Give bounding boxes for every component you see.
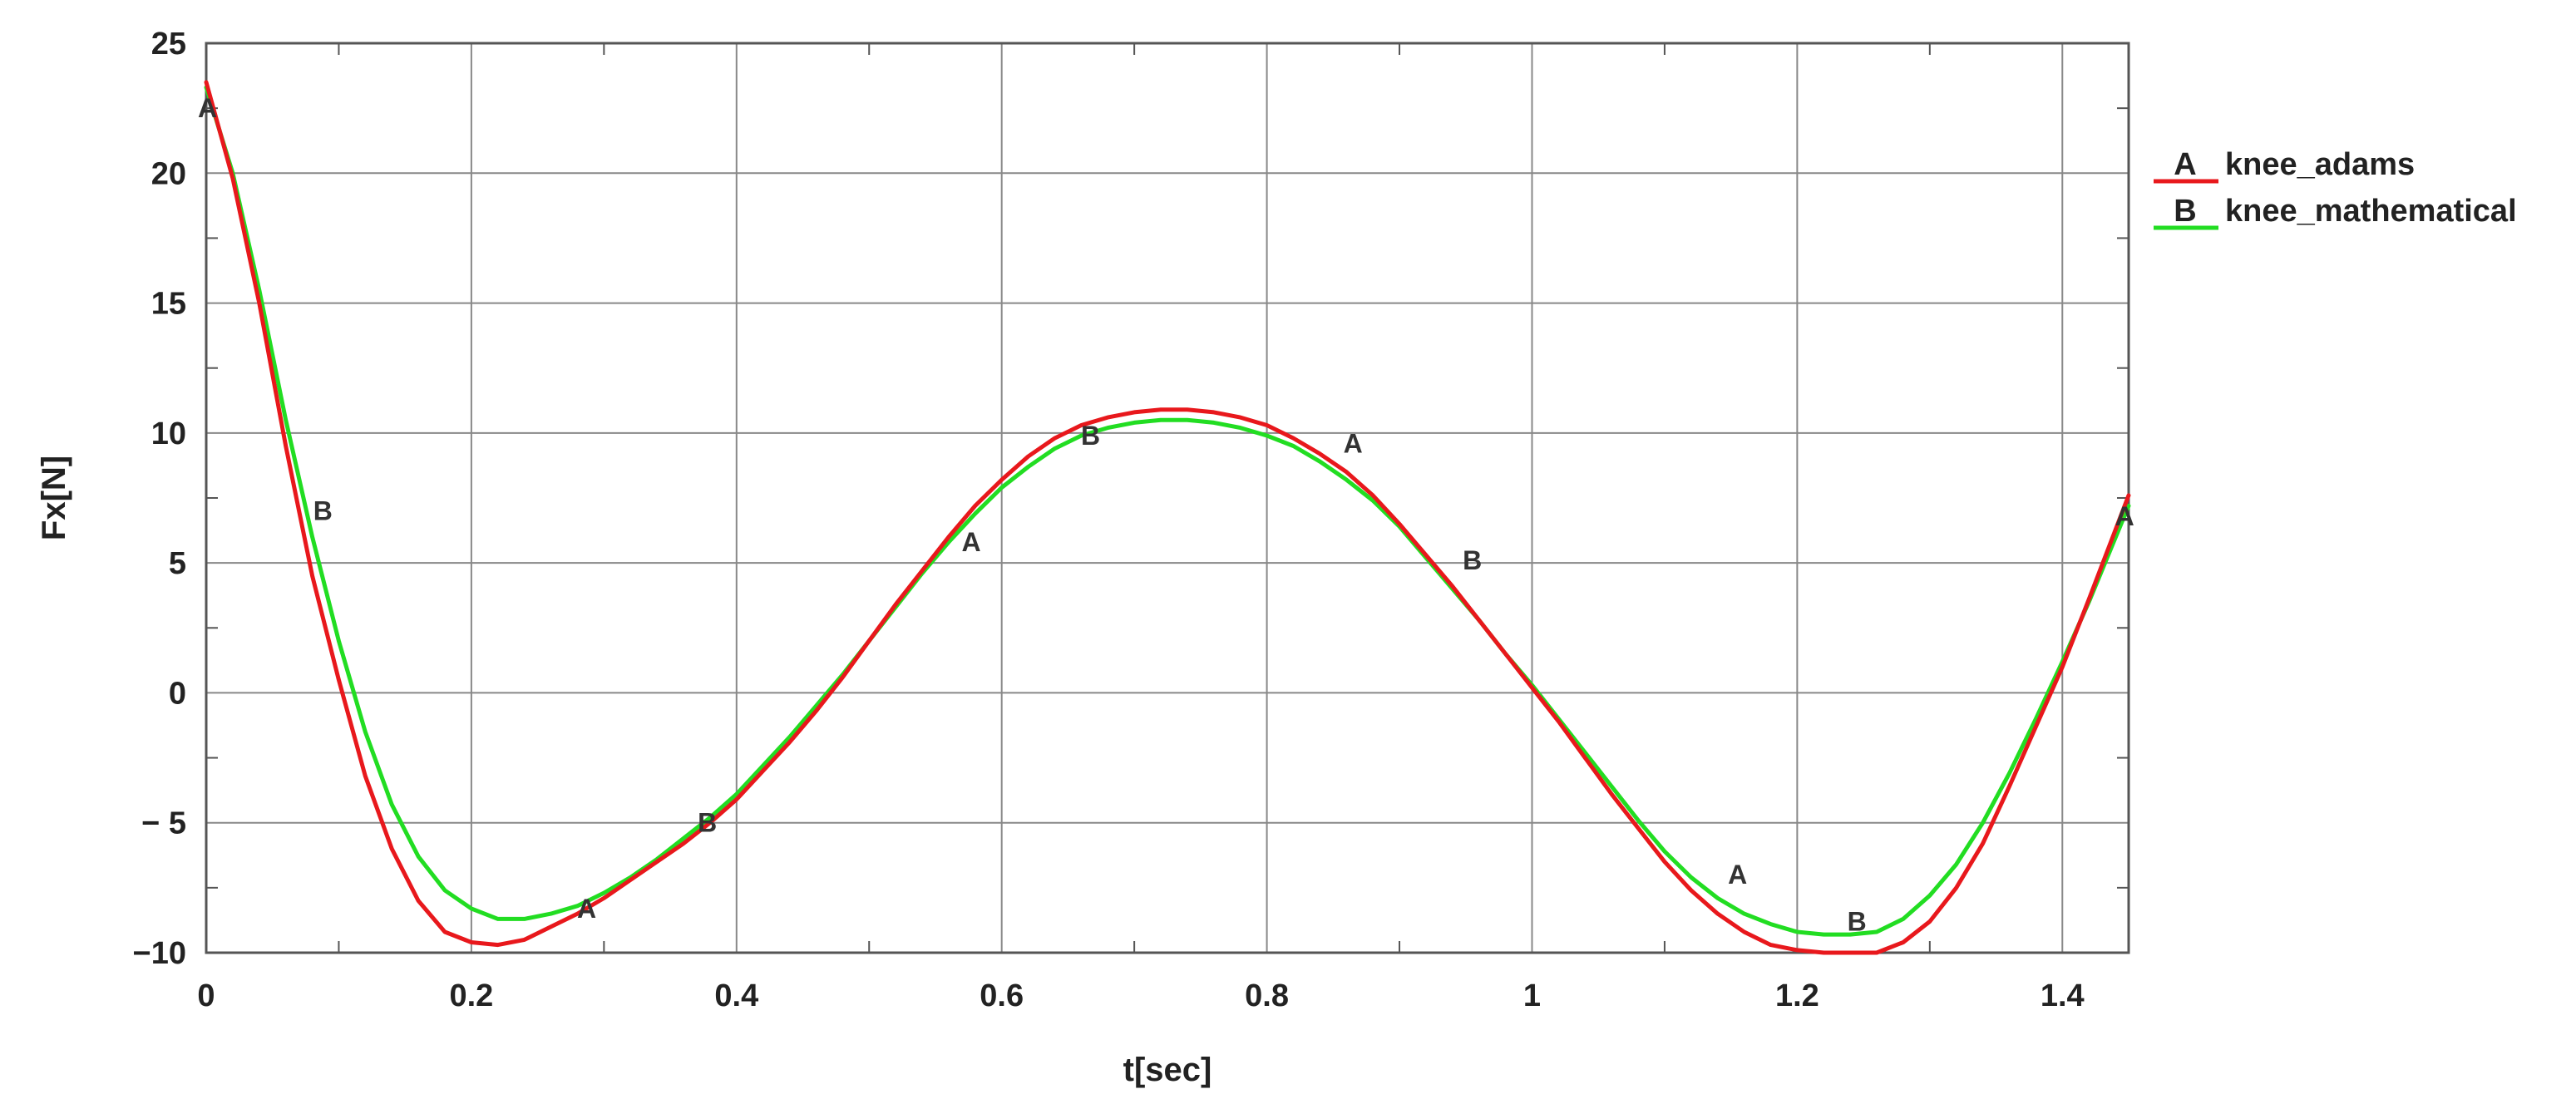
series-marker-label: A — [577, 894, 596, 924]
x-tick-label: 0.8 — [1245, 978, 1289, 1013]
series-marker-label: B — [1081, 421, 1100, 451]
series-line-knee_adams — [204, 80, 2131, 955]
legend-marker: A — [2174, 147, 2196, 182]
series-marker-label: B — [1463, 545, 1482, 575]
y-tick-label: 20 — [151, 156, 186, 191]
series-marker-label: B — [313, 496, 333, 526]
series-marker-label: A — [2115, 501, 2134, 531]
series-marker-label: B — [698, 808, 717, 838]
x-axis-title: t[sec] — [1123, 1052, 1212, 1088]
legend-label: knee_mathematical — [2225, 194, 2517, 229]
x-tick-label: 0 — [197, 978, 215, 1013]
x-tick-label: 0.4 — [714, 978, 758, 1013]
legend-label: knee_adams — [2225, 147, 2415, 182]
series-layer — [204, 80, 2131, 955]
y-tick-label: 10 — [151, 416, 186, 451]
y-tick-label: −10 — [133, 936, 186, 971]
x-tick-label: 0.6 — [980, 978, 1024, 1013]
y-axis-title: Fx[N] — [36, 456, 72, 540]
y-tick-label: 25 — [151, 27, 186, 62]
x-tick-label: 1 — [1523, 978, 1541, 1013]
y-tick-labels: 25 20 15 10 5 0 − 5 −10 — [133, 27, 186, 971]
y-tick-label: − 5 — [141, 806, 186, 841]
y-tick-label: 0 — [169, 676, 186, 711]
marker-layer: A A A A A A B B B B B — [198, 93, 2134, 936]
series-marker-label: B — [1848, 906, 1867, 936]
x-tick-labels: 0 0.2 0.4 0.6 0.8 1 1.2 1.4 — [197, 978, 2084, 1013]
series-line-knee_mathematical — [204, 85, 2131, 937]
minor-ticks — [206, 43, 2129, 953]
x-tick-label: 1.2 — [1775, 978, 1819, 1013]
x-tick-label: 1.4 — [2041, 978, 2085, 1013]
y-tick-label: 15 — [151, 287, 186, 322]
series-marker-label: A — [1344, 428, 1363, 458]
series-marker-label: A — [961, 527, 980, 557]
series-marker-label: A — [198, 93, 217, 123]
x-tick-label: 0.2 — [449, 978, 493, 1013]
series-marker-label: A — [1728, 860, 1747, 890]
y-tick-label: 5 — [169, 546, 186, 581]
legend-marker: B — [2174, 194, 2196, 229]
